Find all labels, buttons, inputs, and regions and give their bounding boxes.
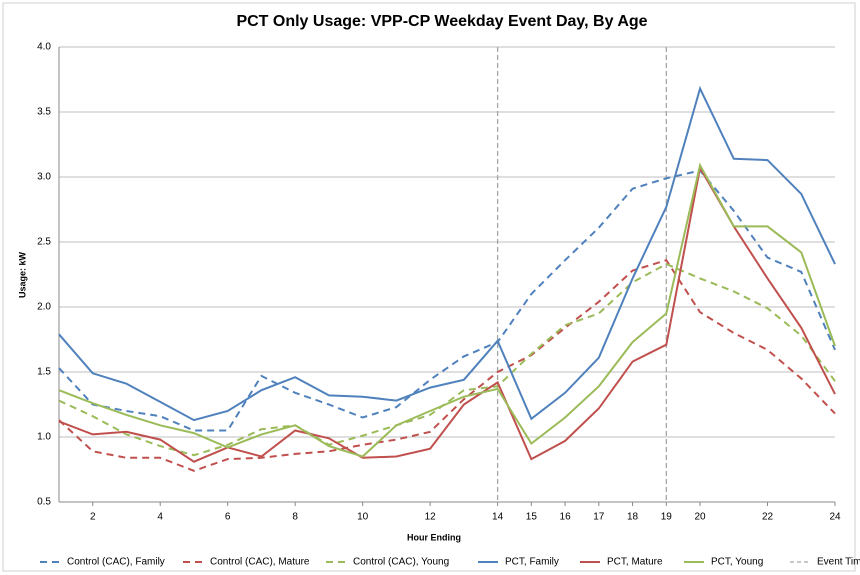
- x-tick-label: 6: [225, 512, 231, 523]
- y-tick-label: 4.0: [37, 42, 51, 53]
- legend-label: Control (CAC), Mature: [210, 557, 310, 568]
- x-tick-label: 8: [292, 512, 298, 523]
- y-tick-label: 0.5: [37, 497, 51, 508]
- x-tick-label: 4: [157, 512, 163, 523]
- y-tick-label: 2.5: [37, 237, 51, 248]
- x-tick-label: 12: [425, 512, 437, 523]
- y-tick-label: 3.5: [37, 107, 51, 118]
- x-tick-label: 24: [829, 512, 841, 523]
- y-tick-label: 3.0: [37, 172, 51, 183]
- series-line: [58, 162, 836, 458]
- x-tick-label: 17: [593, 512, 605, 523]
- series-line: [58, 262, 836, 457]
- legend-label: Control (CAC), Young: [353, 557, 449, 568]
- y-axis-label: Usage: kW: [17, 251, 27, 298]
- series-line: [58, 165, 836, 463]
- y-tick-label: 1.0: [37, 432, 51, 443]
- legend-label: Control (CAC), Family: [67, 557, 165, 568]
- series-line: [58, 85, 836, 422]
- series-line: [58, 169, 836, 432]
- x-tick-label: 15: [526, 512, 538, 523]
- x-tick-label: 22: [762, 512, 774, 523]
- legend-label: PCT, Family: [505, 557, 559, 568]
- series-line: [58, 259, 836, 472]
- x-tick-label: 20: [694, 512, 706, 523]
- x-axis-label: Hour Ending: [407, 532, 461, 542]
- x-tick-label: 16: [560, 512, 572, 523]
- y-tick-label: 2.0: [37, 302, 51, 313]
- x-tick-label: 19: [661, 512, 673, 523]
- x-tick-label: 14: [492, 512, 504, 523]
- chart-title: PCT Only Usage: VPP-CP Weekday Event Day…: [236, 13, 647, 30]
- x-tick-label: 10: [357, 512, 369, 523]
- legend-label: PCT, Mature: [607, 557, 663, 568]
- x-tick-label: 18: [627, 512, 639, 523]
- legend-label: PCT, Young: [711, 557, 763, 568]
- x-tick-label: 2: [90, 512, 96, 523]
- legend-label: Event Time: [817, 557, 860, 568]
- y-tick-label: 1.5: [37, 367, 51, 378]
